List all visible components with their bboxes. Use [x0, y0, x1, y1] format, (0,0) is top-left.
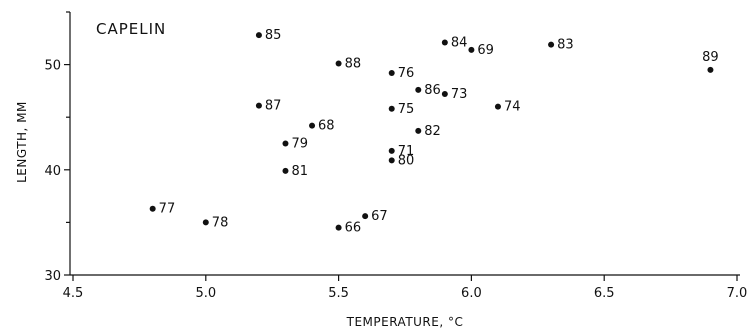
- data-point-label: 71: [398, 144, 415, 159]
- x-tick-label: 6.5: [594, 286, 615, 301]
- data-point-label: 80: [398, 153, 415, 168]
- data-point: [255, 32, 262, 39]
- data-point: [388, 157, 395, 164]
- data-point: [707, 66, 714, 73]
- y-tick-label: 30: [44, 269, 61, 284]
- y-tick-label: 40: [44, 164, 61, 179]
- data-point: [282, 167, 289, 174]
- axes: [69, 12, 740, 276]
- data-point: [548, 41, 555, 48]
- data-point-label: 75: [398, 102, 415, 117]
- data-point: [335, 224, 342, 231]
- data-point: [255, 102, 262, 109]
- ticks: 4.5 5.0 5.5 6.0 6.5 7.0 30 40 50: [44, 11, 748, 301]
- data-point-label: 78: [212, 215, 229, 230]
- data-point-label: 79: [291, 137, 308, 152]
- y-axis-title: LENGTH, MM: [15, 101, 29, 183]
- x-axis-title: TEMPERATURE, °C: [346, 315, 464, 329]
- data-point: [309, 122, 316, 129]
- data-point: [202, 219, 209, 226]
- data-point: [415, 127, 422, 134]
- data-point: [441, 39, 448, 46]
- x-tick-label: 4.5: [63, 286, 84, 301]
- data-point-label: 76: [398, 66, 415, 81]
- data-point-label: 87: [265, 99, 282, 114]
- data-point-label: 68: [318, 119, 335, 134]
- data-point: [388, 147, 395, 154]
- data-point: [441, 91, 448, 98]
- data-point: [335, 60, 342, 67]
- data-point: [149, 205, 156, 212]
- data-point-label: 88: [345, 57, 362, 72]
- y-tick-label: 50: [44, 59, 61, 74]
- x-tick-label: 6.0: [461, 286, 482, 301]
- data-point-label: 73: [451, 87, 468, 102]
- data-point-label: 82: [424, 124, 441, 139]
- data-point: [282, 140, 289, 147]
- data-point-label: 85: [265, 28, 282, 43]
- data-point: [388, 70, 395, 77]
- data-point: [468, 46, 475, 53]
- data-point-label: 74: [504, 100, 521, 115]
- x-tick-label: 7.0: [727, 286, 748, 301]
- data-point: [415, 86, 422, 93]
- data-point-label: 83: [557, 38, 574, 53]
- data-point-label: 77: [159, 202, 176, 217]
- x-tick-label: 5.0: [195, 286, 216, 301]
- x-tick-label: 5.5: [328, 286, 349, 301]
- data-point-label: 67: [371, 209, 388, 224]
- chart-title: CAPELIN: [96, 20, 166, 38]
- data-point-label: 84: [451, 36, 468, 51]
- data-point: [362, 213, 369, 220]
- data-point-label: 69: [477, 43, 494, 58]
- data-point-label: 81: [291, 164, 308, 179]
- data-point-label: 66: [345, 221, 362, 236]
- data-point-label: 89: [702, 50, 719, 65]
- data-point: [388, 105, 395, 112]
- data-point-label: 86: [424, 83, 441, 98]
- data-point: [494, 103, 501, 110]
